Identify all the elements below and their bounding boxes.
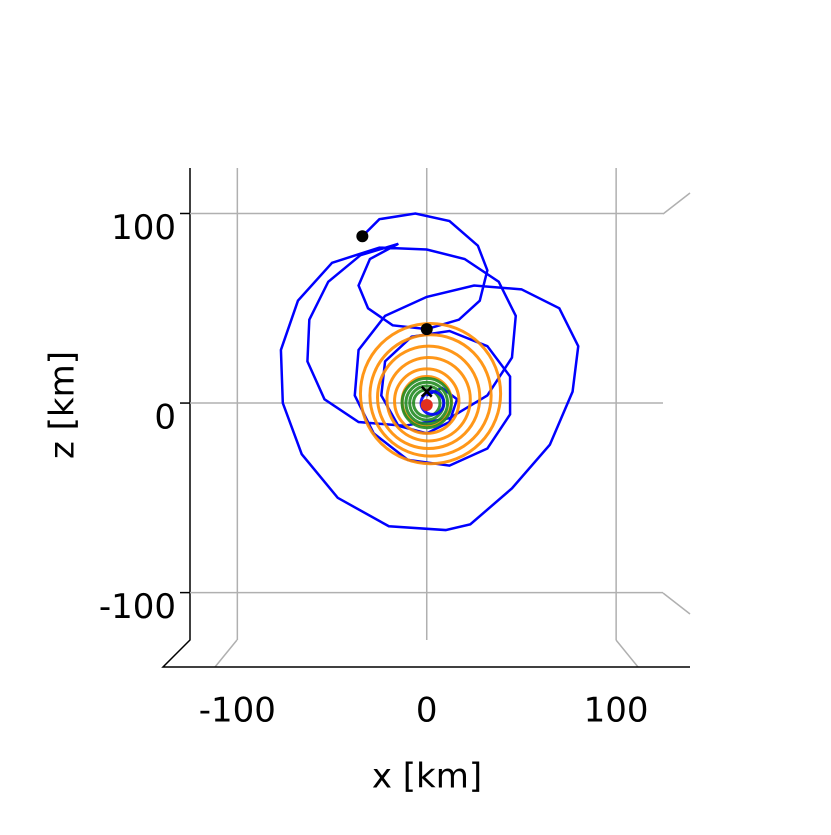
- ring: [393, 367, 461, 435]
- x-tick-label: -100: [199, 691, 276, 731]
- point-marker: [420, 398, 433, 411]
- ring: [404, 380, 450, 426]
- ring: [376, 344, 482, 451]
- x-axis-label: x [km]: [372, 757, 482, 797]
- ring: [385, 356, 472, 443]
- y-tick-label: 0: [154, 398, 176, 438]
- trajectory: [279, 212, 580, 532]
- point-marker: [420, 323, 433, 336]
- point-marker: [356, 230, 369, 243]
- ring: [400, 376, 453, 430]
- pane-edge: [662, 592, 691, 615]
- pane-edges: [214, 192, 691, 668]
- axis-frame: [161, 168, 690, 668]
- y-tick-label: 100: [111, 208, 176, 248]
- ring: [368, 333, 493, 458]
- pane-edge: [214, 639, 238, 668]
- ring: [411, 388, 442, 418]
- y-tick-label: -100: [99, 587, 176, 627]
- pane-edge: [615, 639, 639, 668]
- pane-edge: [662, 192, 691, 215]
- ring: [358, 321, 503, 466]
- x-tick-label: 0: [416, 691, 438, 731]
- point-marker: [420, 385, 433, 398]
- y-axis-label: z [km]: [43, 351, 83, 459]
- x-tick-label: 100: [584, 691, 649, 731]
